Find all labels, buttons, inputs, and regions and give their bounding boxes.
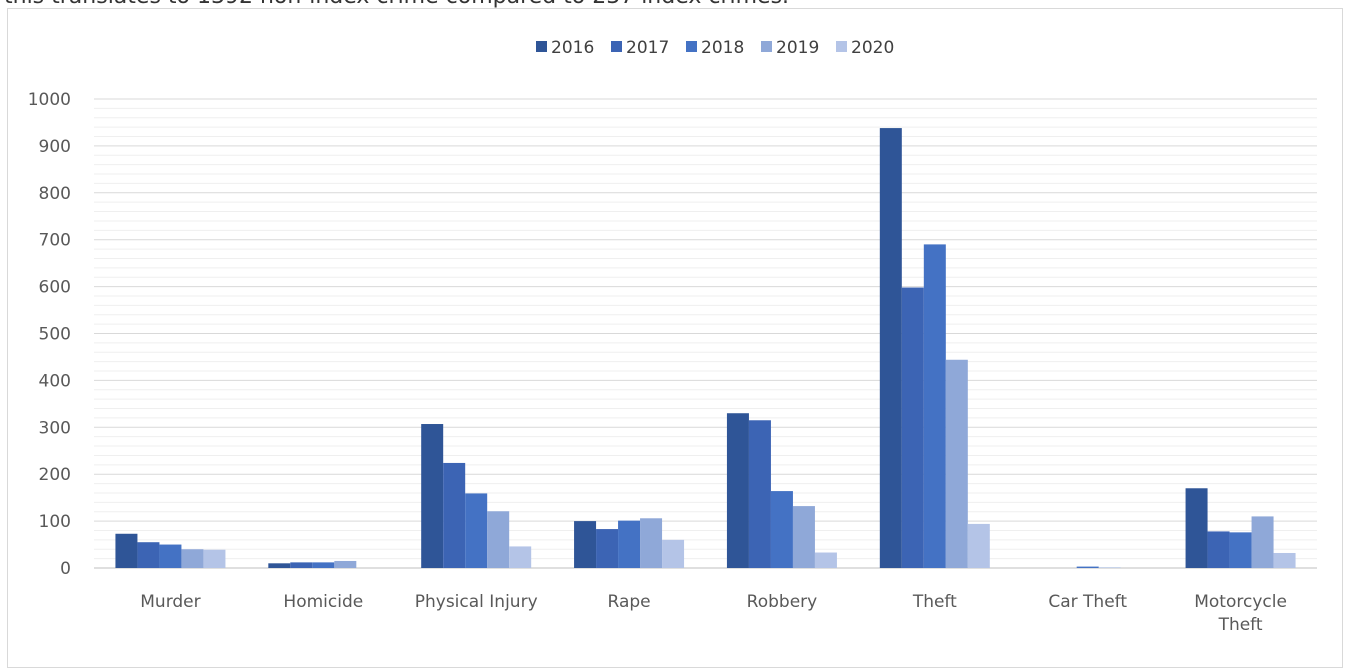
bar-2020: [662, 540, 684, 568]
legend-label: 2020: [851, 38, 894, 58]
y-tick-label: 1000: [28, 90, 71, 110]
y-tick-label: 500: [39, 325, 71, 345]
x-tick-label: Theft: [912, 592, 957, 612]
bar-2019: [1252, 516, 1274, 568]
legend-swatch: [836, 41, 847, 52]
legend-swatch: [761, 41, 772, 52]
bar-2020: [968, 524, 990, 568]
bar-2017: [902, 288, 924, 568]
bar-2020: [815, 553, 837, 568]
chart-legend: 2016 2017 2018 2019 2020: [536, 38, 894, 58]
x-tick-label: Robbery: [747, 592, 818, 612]
bar-2017: [290, 562, 312, 568]
bar-2016: [1186, 488, 1208, 568]
bar-2017: [596, 529, 618, 568]
grid-layer: [94, 99, 1317, 568]
bar-2019: [793, 506, 815, 568]
y-tick-label: 0: [60, 559, 71, 579]
bar-2017: [749, 420, 771, 568]
bar-2016: [727, 413, 749, 568]
bar-2016: [268, 563, 290, 568]
bar-2018: [465, 493, 487, 568]
legend-label: 2016: [551, 38, 594, 58]
legend-label: 2019: [776, 38, 819, 58]
y-tick-label: 300: [39, 418, 71, 438]
x-tick-label: Rape: [608, 592, 651, 612]
bar-2020: [203, 550, 225, 568]
bar-2016: [880, 128, 902, 568]
bar-2018: [1077, 567, 1099, 568]
bar-2020: [509, 546, 531, 568]
bar-2018: [1230, 532, 1252, 568]
bar-2018: [159, 545, 181, 568]
bar-2018: [771, 491, 793, 568]
chart-svg: 0 100 200 300 400 500 600 700 800 900 1000 Murder Ho…: [0, 0, 1349, 653]
bar-2017: [137, 542, 159, 568]
legend-label: 2017: [626, 38, 669, 58]
x-tick-label: Physical Injury: [415, 592, 538, 612]
bar-2016: [421, 424, 443, 568]
bar-2020: [1274, 553, 1296, 568]
bar-2018: [924, 244, 946, 568]
bar-2017: [1208, 531, 1230, 568]
legend-swatch: [536, 41, 547, 52]
y-tick-label: 700: [39, 231, 71, 251]
bar-2019: [181, 549, 203, 568]
bar-2019: [334, 561, 356, 568]
legend-swatch: [611, 41, 622, 52]
y-tick-label: 900: [39, 137, 71, 157]
x-tick-label: Murder: [140, 592, 200, 612]
bar-2018: [312, 562, 334, 568]
y-tick-label: 800: [39, 184, 71, 204]
bar-2018: [618, 521, 640, 568]
y-tick-label: 200: [39, 465, 71, 485]
y-tick-label: 100: [39, 512, 71, 532]
bar-2017: [443, 463, 465, 568]
y-tick-label: 600: [39, 278, 71, 298]
x-tick-label: Car Theft: [1048, 592, 1127, 612]
x-tick-label: Homicide: [283, 592, 363, 612]
legend-swatch: [686, 41, 697, 52]
bar-2019: [946, 360, 968, 568]
bar-2019: [640, 518, 662, 568]
y-tick-label: 400: [39, 371, 71, 391]
bar-2016: [574, 521, 596, 568]
bar-2019: [487, 511, 509, 568]
legend-label: 2018: [701, 38, 744, 58]
bar-2016: [115, 534, 137, 568]
